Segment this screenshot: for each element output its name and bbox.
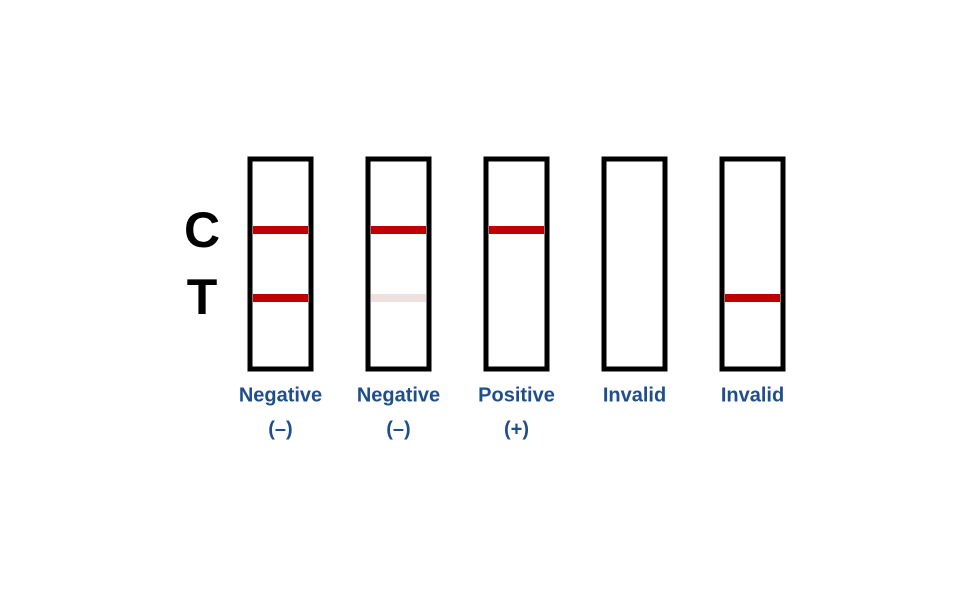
strip-frame (365, 156, 432, 372)
result-label: Invalid (603, 384, 666, 406)
result-labels: Negative (–) Negative (–) Positive (+) Invalid… (239, 384, 784, 440)
result-label: Negative (357, 384, 440, 406)
result-label: Positive (478, 384, 555, 406)
strip-1 (247, 156, 314, 372)
test-line (253, 294, 308, 302)
control-line (253, 226, 308, 234)
strip-5 (719, 156, 786, 372)
c-label: C (184, 202, 220, 258)
result-label: (–) (268, 418, 292, 440)
result-label: Negative (239, 384, 322, 406)
result-label: (–) (386, 418, 410, 440)
test-line (725, 294, 780, 302)
strip-frame (483, 156, 550, 372)
strip-3 (483, 156, 550, 372)
strip-frame (247, 156, 314, 372)
strip-2 (365, 156, 432, 372)
control-line (371, 226, 426, 234)
control-line (489, 226, 544, 234)
result-label: (+) (504, 418, 529, 440)
strip-4 (601, 156, 668, 372)
t-label: T (187, 269, 218, 325)
faint-test-line (371, 294, 426, 302)
result-label: Invalid (721, 384, 784, 406)
strip-frame (601, 156, 668, 372)
strip-frame (719, 156, 786, 372)
